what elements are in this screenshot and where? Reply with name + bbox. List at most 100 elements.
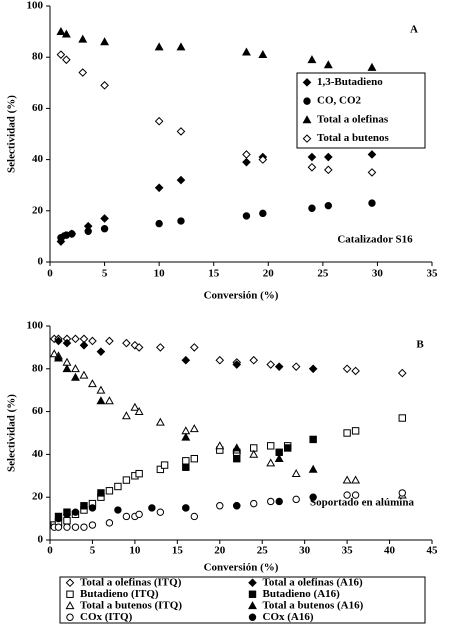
data-point <box>104 396 114 405</box>
data-point <box>182 463 190 471</box>
x-tick-label: 0 <box>47 545 53 557</box>
legend-marker <box>302 115 312 124</box>
y-tick-label: 20 <box>32 204 44 216</box>
data-point <box>259 209 267 218</box>
data-point <box>258 155 268 164</box>
data-point <box>78 68 88 77</box>
data-point <box>283 444 292 452</box>
data-point <box>62 364 72 373</box>
data-point <box>71 508 80 516</box>
data-point <box>190 343 199 352</box>
data-point <box>96 396 106 405</box>
data-point <box>398 489 406 497</box>
legend-marker <box>248 578 257 588</box>
legend-marker <box>303 97 311 105</box>
data-point <box>80 523 88 531</box>
data-point <box>100 225 109 233</box>
data-point <box>307 55 317 64</box>
data-point <box>114 482 122 491</box>
data-point <box>88 521 97 529</box>
y-tick-label: 0 <box>38 534 44 546</box>
data-point <box>56 50 66 59</box>
data-point <box>324 152 333 162</box>
data-point <box>351 491 360 499</box>
data-point <box>176 175 186 185</box>
data-point <box>242 150 251 159</box>
legend-label: Total a olefinas (A16) <box>263 576 363 588</box>
data-point <box>88 336 97 346</box>
data-point <box>71 372 80 381</box>
legend-marker <box>66 613 74 621</box>
data-point <box>267 442 275 450</box>
data-point <box>63 510 71 519</box>
data-point <box>62 338 72 348</box>
legend-label: COx (A16) <box>263 611 314 623</box>
y-tick-label: 60 <box>32 102 44 114</box>
data-point <box>154 116 164 126</box>
data-point <box>190 454 199 463</box>
legend-marker <box>248 590 257 598</box>
data-point <box>190 512 199 521</box>
x-tick-label: 10 <box>154 268 166 280</box>
legend-marker <box>248 613 257 621</box>
x-tick-label: 10 <box>129 545 141 557</box>
data-point <box>68 230 76 238</box>
data-point <box>267 497 275 506</box>
data-point <box>342 475 352 484</box>
y-axis-label: Selectividad (%) <box>6 394 18 472</box>
annotation: B <box>416 339 424 351</box>
data-point <box>232 443 242 452</box>
x-tick-label: 45 <box>427 545 439 557</box>
data-point <box>87 379 97 388</box>
data-point <box>232 360 242 369</box>
data-point <box>275 497 283 506</box>
data-point <box>182 457 190 465</box>
x-tick-label: 5 <box>90 545 96 557</box>
x-tick-label: 35 <box>342 545 354 557</box>
legend-marker <box>302 134 312 143</box>
data-point <box>250 499 258 508</box>
y-tick-label: 60 <box>32 405 44 417</box>
data-point <box>130 402 140 411</box>
data-point <box>233 454 241 463</box>
data-point <box>215 355 225 365</box>
data-point <box>189 424 199 433</box>
data-point <box>307 162 317 172</box>
y-tick-label: 40 <box>32 448 44 460</box>
data-point <box>343 491 351 499</box>
data-point <box>216 502 224 510</box>
data-point <box>135 469 143 478</box>
data-point <box>62 55 71 65</box>
data-point <box>156 343 165 352</box>
data-point <box>266 360 276 369</box>
data-point <box>79 370 89 379</box>
data-point <box>56 26 66 35</box>
data-point <box>324 165 333 175</box>
data-point <box>176 127 186 136</box>
data-point <box>249 449 259 458</box>
data-point <box>156 508 165 516</box>
data-point <box>308 464 318 473</box>
data-point <box>342 364 352 374</box>
annotation: Soportado en alúmina <box>310 497 414 509</box>
data-point <box>54 336 63 346</box>
data-point <box>54 523 63 531</box>
x-tick-label: 0 <box>47 268 53 280</box>
legend-label: Butadieno (ITQ) <box>80 588 159 600</box>
legend-marker <box>248 601 257 610</box>
data-point <box>80 502 88 510</box>
data-point <box>343 429 351 437</box>
x-tick-label: 25 <box>257 545 269 557</box>
data-point <box>181 432 191 441</box>
data-point <box>398 414 406 422</box>
x-tick-label: 25 <box>317 268 329 280</box>
y-tick-label: 20 <box>32 491 44 503</box>
data-point <box>156 465 165 474</box>
x-tick-label: 15 <box>208 268 220 280</box>
legend-marker <box>66 590 74 598</box>
data-point <box>100 81 109 90</box>
legend-box <box>59 576 426 624</box>
legend-label: Total a olefinas <box>317 113 389 125</box>
data-point <box>233 502 241 510</box>
